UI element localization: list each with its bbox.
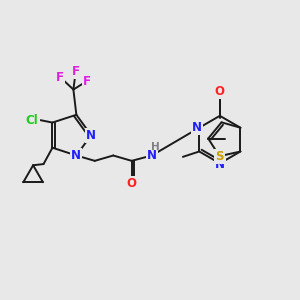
Text: N: N: [192, 121, 202, 134]
Text: N: N: [215, 158, 225, 171]
Text: O: O: [127, 177, 136, 190]
Text: S: S: [215, 150, 224, 163]
Text: Cl: Cl: [26, 114, 39, 127]
Text: H: H: [151, 142, 160, 152]
Text: O: O: [215, 85, 225, 98]
Text: N: N: [71, 149, 81, 162]
Text: F: F: [72, 64, 80, 78]
Text: F: F: [56, 70, 64, 83]
Text: N: N: [86, 129, 96, 142]
Text: F: F: [83, 75, 91, 88]
Text: N: N: [147, 149, 157, 162]
